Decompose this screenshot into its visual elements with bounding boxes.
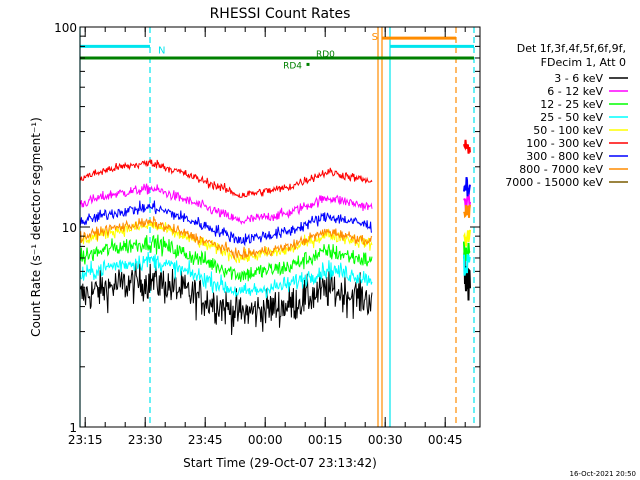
legend-entry-label-5: 100 - 300 keV	[526, 137, 603, 150]
render-timestamp: 16-Oct-2021 20:50	[570, 470, 636, 478]
state-bar-label-0: N	[158, 45, 165, 56]
series-line-6	[79, 200, 373, 247]
series-end-segment-3	[463, 253, 471, 276]
marker-label-0: RD0	[316, 50, 335, 60]
y-tick-label-1: 10	[62, 221, 77, 235]
axis-ticks: 1 10 100 23:15 23:30 23:45 00:00 00:15 00:30 00:4…	[54, 21, 480, 447]
legend-header-line1: Det 1f,3f,4f,5f,6f,9f,	[517, 42, 626, 55]
series-end-segment-4	[463, 229, 471, 247]
x-tick-label-3: 00:00	[248, 433, 283, 447]
x-tick-label-6: 00:45	[428, 433, 463, 447]
legend-entry-label-6: 300 - 800 keV	[526, 150, 603, 163]
series-line-3	[79, 252, 373, 299]
legend-entry-label-2: 12 - 25 keV	[540, 98, 603, 111]
y-tick-label-2: 100	[54, 21, 77, 35]
legend-entry-label-1: 6 - 12 keV	[547, 85, 603, 98]
y-tick-label-0: 1	[69, 421, 77, 435]
series-line-1	[79, 183, 373, 226]
data-layer: N S RD0 RD4	[79, 27, 475, 427]
x-tick-label-2: 23:45	[188, 433, 223, 447]
series-line-7	[79, 216, 373, 261]
legend-entry-label-8: 7000 - 15000 keV	[505, 176, 603, 189]
series-end-segment-5	[463, 139, 471, 154]
state-bar-label-2: S	[372, 32, 378, 43]
series-line-0	[79, 260, 373, 336]
marker-label-1: RD4	[283, 61, 302, 71]
series-end-segment-6	[463, 177, 471, 197]
marker-point-0	[310, 56, 314, 60]
x-tick-label-0: 23:15	[68, 433, 103, 447]
x-tick-label-1: 23:30	[128, 433, 163, 447]
chart-title: RHESSI Count Rates	[210, 6, 351, 22]
legend-entry-label-7: 800 - 7000 keV	[519, 163, 603, 176]
legend: Det 1f,3f,4f,5f,6f,9f, FDecim 1, Att 0 3…	[505, 42, 628, 189]
y-axis-label: Count Rate (s⁻¹ detector segment⁻¹)	[29, 117, 43, 337]
legend-entry-label-0: 3 - 6 keV	[554, 72, 603, 85]
series-end-segment-7	[463, 204, 471, 219]
series-line-5	[79, 159, 373, 199]
marker-point-1	[306, 62, 310, 66]
series-line-2	[79, 234, 373, 282]
legend-header-line2: FDecim 1, Att 0	[541, 56, 626, 69]
series-end-segment-1	[463, 190, 471, 211]
legend-entry-label-4: 50 - 100 keV	[533, 124, 603, 137]
x-tick-label-4: 00:15	[308, 433, 343, 447]
x-tick-label-5: 00:30	[368, 433, 403, 447]
legend-entry-label-3: 25 - 50 keV	[540, 111, 603, 124]
series-line-4	[79, 221, 373, 264]
x-axis-label: Start Time (29-Oct-07 23:13:42)	[183, 456, 377, 470]
